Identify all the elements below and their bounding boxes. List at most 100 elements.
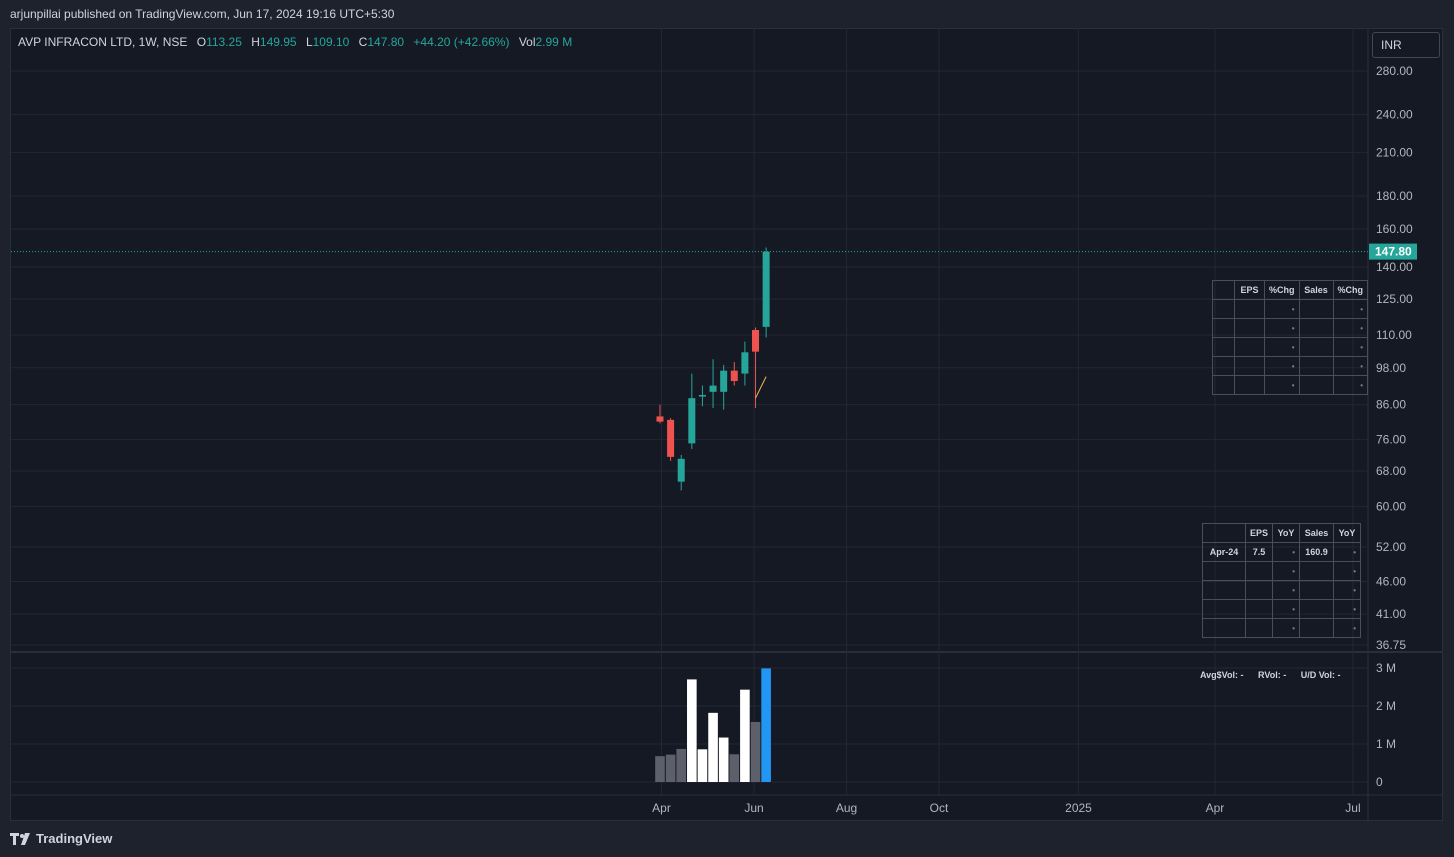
table-header-cell: Sales [1299, 523, 1335, 543]
top-bar: arjunpillai published on TradingView.com… [0, 0, 1454, 28]
volume-bar [729, 754, 740, 782]
legend-vol-label: Vol [518, 35, 536, 49]
table-cell: • [1332, 318, 1368, 338]
time-tick-label: Jul [1345, 801, 1360, 815]
table-cell [1212, 356, 1235, 376]
table-cell: • [1264, 299, 1300, 319]
candle-body [752, 330, 760, 352]
candle-body [656, 416, 664, 422]
legend-open-label: O [196, 35, 207, 49]
currency-button[interactable]: INR [1372, 32, 1440, 58]
table-cell: • [1333, 561, 1362, 581]
table-cell: • [1272, 599, 1301, 619]
volume-tick-label: 2 M [1376, 699, 1396, 713]
time-tick-label: Apr [1206, 801, 1225, 815]
volume-stats: Avg$Vol: - RVol: - U/D Vol: - [1200, 670, 1353, 680]
table-cell: • [1272, 618, 1301, 638]
price-tick-label: 68.00 [1376, 464, 1406, 478]
brand-name: TradingView [36, 831, 113, 846]
publish-line: arjunpillai published on TradingView.com… [10, 7, 395, 21]
price-tick-label: 240.00 [1376, 108, 1413, 122]
table-cell [1202, 561, 1246, 581]
candle-body [698, 394, 706, 397]
table-row: • • [1202, 599, 1362, 619]
tradingview-logo[interactable]: TradingView [10, 831, 112, 846]
table-cell [1244, 580, 1274, 600]
table-cell [1299, 561, 1335, 581]
avg-dollar-volume: Avg$Vol: - [1200, 670, 1244, 680]
time-tick-label: Oct [930, 801, 949, 815]
table-cell [1299, 599, 1335, 619]
time-tick-label: Apr [652, 801, 671, 815]
table-cell [1244, 618, 1274, 638]
table-header-cell: YoY [1272, 523, 1301, 543]
volume-bar [761, 668, 771, 782]
table-header-row: EPS %Chg Sales %Chg [1212, 280, 1368, 300]
table-cell [1298, 337, 1334, 357]
volume-bar [750, 721, 761, 782]
price-tick-label: 46.00 [1376, 575, 1406, 589]
legend-vol-value: 2.99 M [535, 35, 573, 49]
table-cell: • [1332, 356, 1368, 376]
table-cell [1299, 618, 1335, 638]
table-cell [1202, 618, 1246, 638]
footer-bar [0, 821, 1454, 857]
table-cell: • [1264, 375, 1300, 395]
table-header-cell [1202, 523, 1246, 543]
table-cell: 7.5 [1244, 542, 1274, 562]
price-tick-label: 160.00 [1376, 222, 1413, 236]
price-tick-label: 140.00 [1376, 260, 1413, 274]
table-cell [1299, 580, 1335, 600]
price-tick-label: 110.00 [1376, 328, 1412, 342]
moving-average-line [755, 376, 767, 399]
candle-body [741, 352, 749, 374]
chart-frame[interactable] [10, 28, 1443, 821]
price-tick-label: 36.75 [1376, 638, 1406, 652]
table-cell: • [1332, 375, 1368, 395]
table-header-cell: EPS [1244, 523, 1274, 543]
time-tick-label: 2025 [1065, 801, 1092, 815]
table-row: • • [1212, 375, 1368, 395]
volume-tick-label: 1 M [1376, 737, 1396, 751]
legend-low-value: 109.10 [312, 35, 350, 49]
table-header-cell: %Chg [1332, 280, 1368, 300]
table-cell: • [1272, 561, 1301, 581]
table-row: • • [1202, 561, 1362, 581]
time-tick-label: Jun [744, 801, 763, 815]
table-row: • • [1212, 299, 1368, 319]
price-tick-label: 180.00 [1376, 189, 1413, 203]
table-cell: • [1272, 542, 1301, 562]
candle-body [688, 398, 696, 444]
table-cell: • [1333, 618, 1362, 638]
table-header-cell: Sales [1298, 280, 1334, 300]
candle-body [667, 419, 675, 457]
legend-high-value: 149.95 [259, 35, 297, 49]
table-header-cell: EPS [1234, 280, 1265, 300]
legend-close-label: C [358, 35, 368, 49]
eps-sales-table-quarterly: EPS %Chg Sales %Chg • • • • • • • • • • [1212, 280, 1368, 395]
table-cell [1298, 318, 1334, 338]
table-header-cell [1212, 280, 1235, 300]
table-cell: • [1333, 542, 1362, 562]
table-cell [1202, 580, 1246, 600]
table-header-row: EPS YoY Sales YoY [1202, 523, 1362, 543]
volume-bar [676, 748, 687, 782]
table-cell [1298, 356, 1334, 376]
table-header-cell: YoY [1333, 523, 1362, 543]
table-row: • • [1212, 337, 1368, 357]
table-row: Apr-24 7.5 • 160.9 • [1202, 542, 1362, 562]
volume-bar [687, 679, 697, 782]
price-tick-label: 98.00 [1376, 361, 1406, 375]
candle-body [677, 458, 685, 482]
legend-high-label: H [251, 35, 260, 49]
volume-bar [697, 749, 708, 782]
table-cell: • [1333, 599, 1362, 619]
relative-volume: RVol: - [1258, 670, 1287, 680]
price-tick-label: 280.00 [1376, 64, 1413, 78]
time-tick-label: Aug [836, 801, 857, 815]
up-down-volume: U/D Vol: - [1300, 670, 1341, 680]
table-cell [1212, 337, 1235, 357]
table-row: • • [1212, 318, 1368, 338]
candle-body [762, 251, 770, 327]
